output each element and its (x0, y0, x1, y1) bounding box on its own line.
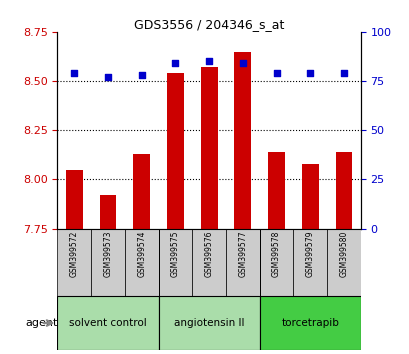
Text: GSM399574: GSM399574 (137, 231, 146, 278)
Bar (57, 229, 91, 296)
Text: GSM399576: GSM399576 (204, 231, 213, 278)
Text: GSM399580: GSM399580 (339, 231, 348, 277)
Bar (293, 229, 326, 296)
Bar (158, 296, 259, 350)
Bar (57, 296, 158, 350)
Text: GSM399579: GSM399579 (305, 231, 314, 278)
Bar (124, 229, 158, 296)
Point (71, 70, 77, 76)
Point (172, 61, 178, 66)
Bar (200, 67, 217, 229)
Point (306, 70, 313, 76)
Bar (192, 229, 225, 296)
Text: torcetrapib: torcetrapib (281, 318, 338, 328)
Bar (301, 164, 318, 229)
Bar (234, 52, 251, 229)
Text: GSM399575: GSM399575 (171, 231, 180, 278)
Bar (267, 152, 284, 229)
Bar (259, 229, 293, 296)
Bar (158, 229, 192, 296)
Bar (326, 229, 360, 296)
Text: GSM399573: GSM399573 (103, 231, 112, 278)
Point (239, 61, 245, 66)
Text: GSM399572: GSM399572 (70, 231, 79, 277)
Text: angiotensin II: angiotensin II (173, 318, 244, 328)
Bar (225, 229, 259, 296)
Point (272, 70, 279, 76)
Bar (259, 296, 360, 350)
Point (340, 70, 346, 76)
Bar (91, 229, 124, 296)
Bar (133, 154, 150, 229)
Bar (66, 170, 83, 229)
Text: solvent control: solvent control (69, 318, 146, 328)
Bar (335, 152, 351, 229)
Title: GDS3556 / 204346_s_at: GDS3556 / 204346_s_at (134, 18, 283, 31)
Text: agent: agent (25, 318, 57, 328)
Text: GSM399577: GSM399577 (238, 231, 247, 278)
Bar (166, 73, 183, 229)
Bar (99, 195, 116, 229)
Point (104, 74, 111, 80)
Point (138, 72, 145, 78)
Text: GSM399578: GSM399578 (271, 231, 280, 277)
Point (205, 58, 212, 64)
